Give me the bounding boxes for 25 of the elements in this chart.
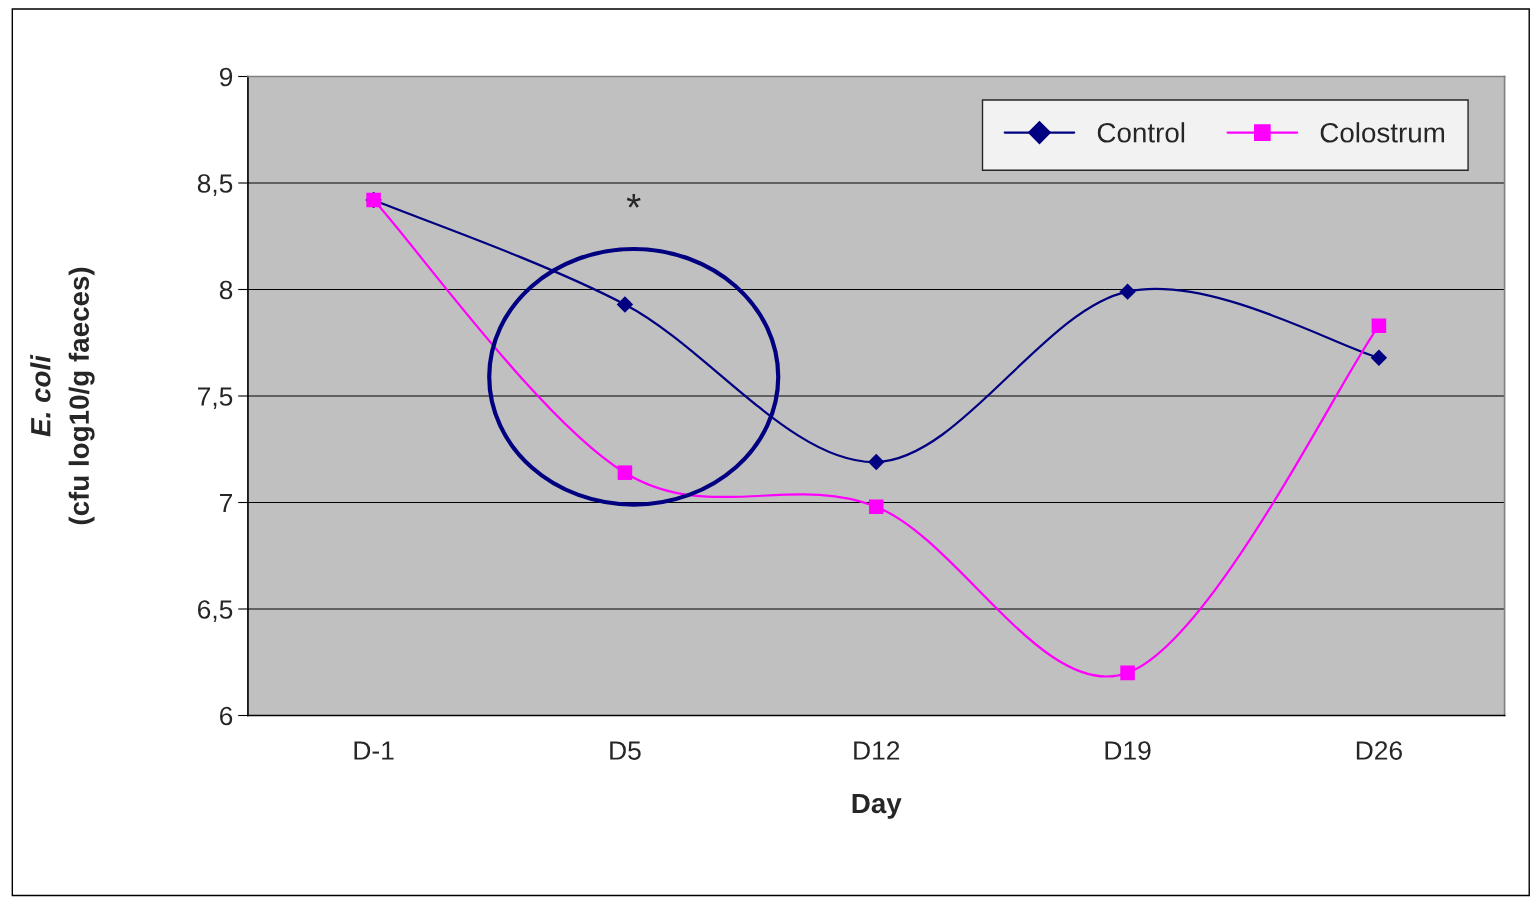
x-tick-label: D-1 xyxy=(354,741,394,760)
x-tick-label: D19 xyxy=(1105,741,1151,760)
annotation: * xyxy=(626,193,641,208)
y-tick-label: 7 xyxy=(220,493,233,513)
point xyxy=(617,465,633,480)
y-tick-label: 6 xyxy=(220,706,233,726)
x-tick-label: D26 xyxy=(1356,741,1402,760)
legend-label: Control xyxy=(1097,122,1185,143)
x-tick-label: D12 xyxy=(854,741,900,760)
point xyxy=(1119,283,1136,300)
legend-label: Colostrum xyxy=(1320,122,1445,143)
x-axis-title: Day xyxy=(852,793,902,819)
y-tick-label: 7,5 xyxy=(198,387,233,409)
point xyxy=(1120,665,1135,681)
y-tick-label: 8 xyxy=(219,280,233,300)
point xyxy=(868,453,885,471)
x-tick-label: D5 xyxy=(610,741,641,760)
point xyxy=(1371,318,1387,333)
y-tick-label: 8,5 xyxy=(197,174,233,196)
y-tick-label: 9 xyxy=(219,67,233,87)
y-axis-title: E. coli (cfu log10/g faeces) xyxy=(30,267,95,525)
point xyxy=(868,499,884,515)
y-tick-label: 6,5 xyxy=(198,600,233,622)
point xyxy=(1370,349,1388,366)
point xyxy=(616,296,634,313)
